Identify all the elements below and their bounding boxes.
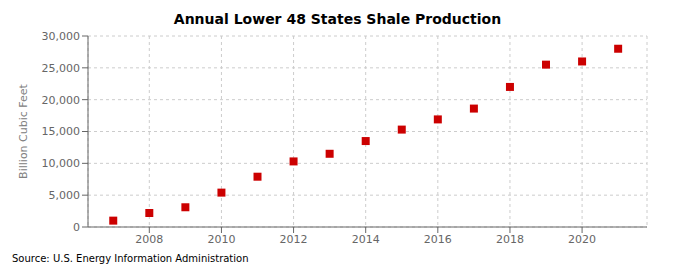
svg-text:2008: 2008 [135, 233, 163, 246]
svg-text:0: 0 [73, 221, 80, 234]
svg-text:25,000: 25,000 [42, 62, 81, 75]
svg-text:10,000: 10,000 [42, 157, 81, 170]
svg-text:5,000: 5,000 [49, 189, 81, 202]
svg-text:15,000: 15,000 [42, 125, 81, 138]
svg-text:Billion Cubic Feet: Billion Cubic Feet [17, 83, 30, 178]
html-text:Annual Lower 48 States Shale P: Annual Lower 48 States Shale Production [173, 11, 502, 27]
svg-text:30,000: 30,000 [42, 30, 81, 43]
svg-text:2014: 2014 [352, 233, 380, 246]
svg-text:2016: 2016 [424, 233, 452, 246]
svg-text:2020: 2020 [568, 233, 596, 246]
svg-text:20,000: 20,000 [42, 94, 81, 107]
svg-text:2010: 2010 [207, 233, 235, 246]
svg-text:2018: 2018 [496, 233, 524, 246]
svg-text:2012: 2012 [280, 233, 308, 246]
html-text:Source: U.S. Energy Informatio: Source: U.S. Energy Information Administ… [12, 253, 249, 264]
